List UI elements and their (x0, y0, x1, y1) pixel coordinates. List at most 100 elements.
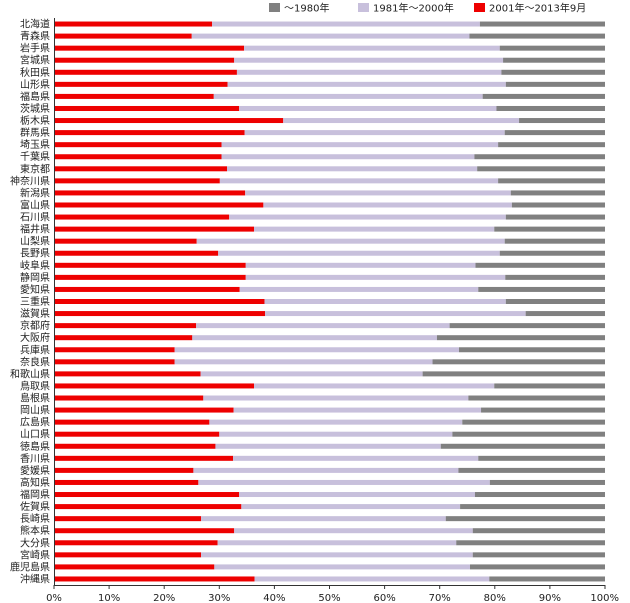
x-tick-label: 60% (373, 593, 395, 603)
bar-segment-25-1 (196, 323, 450, 329)
bar-segment-23-2 (505, 299, 605, 304)
category-label: 京都府 (20, 319, 50, 332)
bar-segment-19-0 (54, 250, 219, 256)
category-labels: 北海道青森県岩手県宮城県秋田県山形県福島県茨城県栃木県群馬県埼玉県千葉県東京都神… (10, 18, 50, 586)
bar-segment-1-1 (191, 33, 470, 39)
category-label: 兵庫県 (20, 343, 50, 356)
bar-segment-40-2 (460, 504, 605, 510)
category-label: 千葉県 (20, 150, 50, 163)
x-tick-label: 70% (429, 593, 451, 603)
category-label: 大分県 (20, 536, 50, 549)
category-label: 石川県 (20, 212, 50, 224)
bar-segment-18-1 (196, 238, 505, 244)
bar-segment-20-0 (54, 262, 246, 268)
category-label: 島根県 (20, 392, 50, 405)
category-label: 沖縄県 (20, 572, 50, 585)
legend: ～1980年 1981年～2000年 2001年～2013年9月 (269, 2, 586, 15)
bar-segment-35-2 (440, 443, 605, 449)
bar-segment-12-1 (227, 166, 478, 172)
category-label: 大阪府 (20, 331, 50, 344)
bar-segment-28-0 (54, 359, 175, 365)
bar-segment-20-1 (245, 262, 476, 268)
bar-segment-6-1 (213, 93, 483, 99)
legend-label: 1981年～2000年 (373, 2, 454, 15)
bar-segment-22-1 (239, 286, 479, 292)
bar-segment-4-1 (236, 69, 502, 75)
x-tick-label: 30% (208, 593, 230, 603)
bar-segment-7-1 (239, 105, 497, 111)
bar-segment-40-0 (54, 504, 242, 510)
category-label: 熊本県 (20, 524, 50, 537)
bar-segment-32-2 (481, 407, 606, 413)
bar-segment-41-2 (445, 516, 605, 522)
category-label: 岩手県 (20, 42, 50, 55)
bar-segment-3-2 (503, 57, 605, 63)
bar-segment-35-0 (54, 443, 216, 449)
legend-swatch (474, 3, 485, 12)
x-tick-label: 40% (263, 593, 285, 603)
category-label: 長崎県 (20, 512, 50, 525)
bar-segment-31-1 (203, 395, 469, 401)
category-label: 広島県 (20, 416, 50, 429)
x-tick-label: 10% (98, 593, 120, 603)
category-label: 奈良県 (20, 355, 50, 368)
bar-segment-37-0 (54, 467, 194, 473)
bar-segment-10-2 (498, 142, 605, 148)
bar-segment-10-1 (221, 142, 499, 148)
bar-segment-7-0 (54, 105, 240, 111)
bar-segment-38-0 (54, 479, 199, 485)
bar-segment-4-2 (501, 69, 605, 75)
category-label: 三重県 (20, 295, 50, 308)
bar-segment-5-0 (54, 81, 228, 87)
bar-segment-8-1 (283, 118, 520, 124)
category-label: 宮城県 (20, 54, 50, 67)
bar-segment-30-2 (494, 383, 605, 389)
bar-segment-17-0 (54, 226, 255, 232)
category-label: 愛知県 (20, 283, 50, 296)
bar-segment-19-2 (499, 250, 605, 256)
bar-segment-8-0 (54, 118, 284, 124)
bar-segment-19-1 (218, 250, 500, 256)
bar-segment-1-2 (469, 33, 605, 39)
category-label: 山口県 (20, 429, 50, 441)
bar-segment-15-1 (263, 202, 512, 208)
x-tick-label: 0% (46, 593, 62, 603)
category-label: 滋賀県 (20, 307, 50, 320)
category-label: 群馬県 (20, 126, 50, 139)
bar-segment-30-1 (254, 383, 495, 389)
bar-segment-42-1 (234, 528, 473, 534)
bar-segment-46-1 (254, 576, 490, 582)
bar-segment-6-0 (54, 93, 214, 99)
x-tick-label: 90% (539, 593, 561, 603)
bars (54, 21, 606, 582)
category-label: 秋田県 (20, 66, 50, 79)
bar-segment-9-2 (504, 130, 605, 136)
category-label: 茨城県 (20, 102, 50, 115)
bar-segment-5-1 (227, 81, 506, 87)
bar-segment-42-0 (54, 528, 235, 534)
bar-segment-43-0 (54, 540, 218, 546)
bar-segment-37-2 (458, 467, 605, 473)
category-label: 香川県 (20, 453, 50, 465)
bar-segment-41-1 (201, 516, 446, 522)
bar-segment-2-2 (499, 45, 605, 51)
bar-segment-2-0 (54, 45, 245, 51)
bar-segment-21-0 (54, 274, 246, 280)
bar-segment-26-1 (192, 335, 437, 341)
bar-segment-33-0 (54, 419, 210, 425)
category-label: 福岡県 (20, 488, 50, 501)
bar-segment-26-0 (54, 335, 193, 341)
category-label: 東京都 (20, 162, 50, 175)
category-label: 富山県 (20, 198, 50, 211)
category-label: 青森県 (20, 30, 50, 43)
bar-segment-3-0 (54, 57, 235, 63)
bar-segment-36-2 (478, 455, 605, 461)
legend-swatch (269, 3, 280, 12)
category-label: 佐賀県 (20, 501, 50, 513)
bar-segment-25-2 (449, 323, 605, 329)
bar-segment-11-0 (54, 154, 222, 160)
bar-segment-14-0 (54, 190, 246, 196)
bar-segment-18-2 (504, 238, 605, 244)
bar-segment-43-2 (456, 540, 605, 546)
category-label: 山梨県 (20, 235, 50, 248)
